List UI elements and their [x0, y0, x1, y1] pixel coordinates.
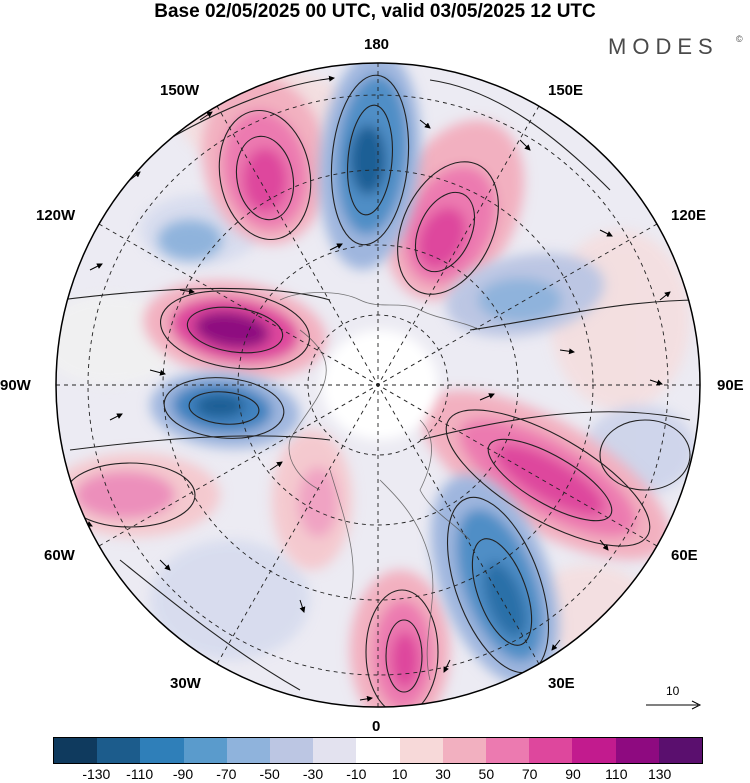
anomaly-field: [56, 63, 700, 707]
colorbar-swatch: [486, 738, 530, 763]
colorbar-tick-label: -10: [346, 766, 367, 782]
lon-label-30w: 30W: [170, 675, 201, 692]
reference-vector-arrow: [646, 700, 702, 710]
wind-vectors: [79, 75, 671, 702]
lon-label-60e: 60E: [671, 547, 698, 564]
lon-label-90w: 90W: [0, 377, 31, 394]
coastlines: [279, 292, 481, 681]
colorbar-tick-label: 90: [565, 766, 581, 782]
colorbar-swatch: [658, 738, 703, 763]
lon-label-0: 0: [372, 718, 381, 735]
copyright-mark: ©: [736, 34, 743, 44]
colorbar: [53, 737, 703, 764]
colorbar-swatch: [54, 738, 98, 763]
reference-vector-value: 10: [666, 684, 680, 698]
colorbar-swatch: [615, 738, 659, 763]
lon-label-150e: 150E: [548, 82, 584, 99]
colorbar-swatch: [270, 738, 314, 763]
colorbar-tick-label: -90: [172, 766, 194, 782]
lon-label-120w: 120W: [36, 207, 76, 224]
colorbar-swatch: [226, 738, 271, 763]
colorbar-tick-label: 130: [647, 766, 672, 782]
colorbar-tick-label: -130: [82, 766, 111, 782]
colorbar-swatch: [313, 738, 357, 763]
colorbar-swatch: [140, 738, 184, 763]
colorbar-swatch: [442, 738, 487, 763]
colorbar-swatch: [572, 738, 616, 763]
colorbar-tick-label: -70: [216, 766, 237, 782]
lon-label-180: 180: [364, 36, 390, 53]
colorbar-swatch: [529, 738, 573, 763]
polar-map: [55, 62, 701, 708]
modes-logo: MODES: [608, 34, 719, 59]
colorbar-swatch: [356, 738, 400, 763]
lon-label-150w: 150W: [160, 82, 200, 99]
colorbar-swatch: [97, 738, 141, 763]
lon-label-120e: 120E: [671, 207, 707, 224]
colorbar-tick-label: 10: [391, 766, 408, 782]
map-title: Base 02/05/2025 00 UTC, valid 03/05/2025…: [154, 1, 596, 22]
colorbar-tick-label: 50: [478, 766, 495, 782]
lon-label-30e: 30E: [548, 675, 575, 692]
colorbar-swatch: [399, 738, 443, 763]
colorbar-tick-label: 70: [521, 766, 538, 782]
colorbar-swatch: [183, 738, 227, 763]
map-boundary: [55, 62, 701, 708]
colorbar-tick-label: 30: [435, 766, 451, 782]
colorbar-tick-label: -50: [259, 766, 280, 782]
colorbar-tick-label: -110: [126, 766, 154, 782]
colorbar-tick-label: -30: [302, 766, 324, 782]
lon-label-60w: 60W: [44, 547, 75, 564]
lat-lon-grid: [56, 63, 700, 707]
lon-label-90e: 90E: [717, 377, 744, 394]
colorbar-tick-label: 110: [605, 766, 628, 782]
